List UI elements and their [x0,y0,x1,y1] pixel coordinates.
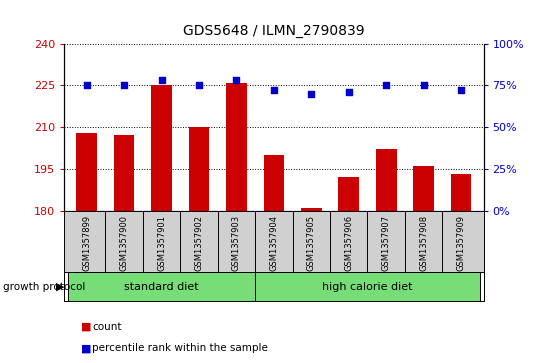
Bar [68,272,255,301]
Bar [114,135,135,211]
Point [307,91,316,97]
Point [195,82,203,88]
Bar [189,127,209,211]
Text: GSM1357899: GSM1357899 [82,215,91,271]
Point [419,82,428,88]
Point [82,82,91,88]
Bar [451,174,471,211]
Text: GSM1357907: GSM1357907 [382,215,391,271]
Bar [264,155,284,211]
Text: ■: ■ [82,322,92,332]
Text: percentile rank within the sample: percentile rank within the sample [92,343,268,354]
Text: count: count [92,322,122,332]
Text: GSM1357908: GSM1357908 [419,215,428,271]
Text: standard diet: standard diet [124,282,199,292]
Bar [413,166,434,211]
Point [269,87,278,93]
Bar [151,85,172,211]
Text: growth protocol: growth protocol [3,282,85,292]
Text: GSM1357904: GSM1357904 [269,215,278,271]
Text: GSM1357906: GSM1357906 [344,215,353,271]
Text: ■: ■ [82,343,92,354]
Bar [255,272,480,301]
Point [120,82,129,88]
Bar [301,208,321,211]
Point [382,82,391,88]
Text: ▶: ▶ [56,282,65,292]
Text: GSM1357903: GSM1357903 [232,215,241,271]
Bar [339,177,359,211]
Text: GSM1357905: GSM1357905 [307,215,316,271]
Text: GSM1357909: GSM1357909 [457,215,466,271]
Point [457,87,466,93]
Point [232,77,241,83]
Point [344,89,353,95]
Point [157,77,166,83]
Text: high calorie diet: high calorie diet [322,282,413,292]
Bar [376,149,396,211]
Bar [77,132,97,211]
Text: GSM1357901: GSM1357901 [157,215,166,271]
Text: GSM1357902: GSM1357902 [195,215,203,271]
Text: GDS5648 / ILMN_2790839: GDS5648 / ILMN_2790839 [183,24,364,38]
Text: GSM1357900: GSM1357900 [120,215,129,271]
Bar [226,82,247,211]
